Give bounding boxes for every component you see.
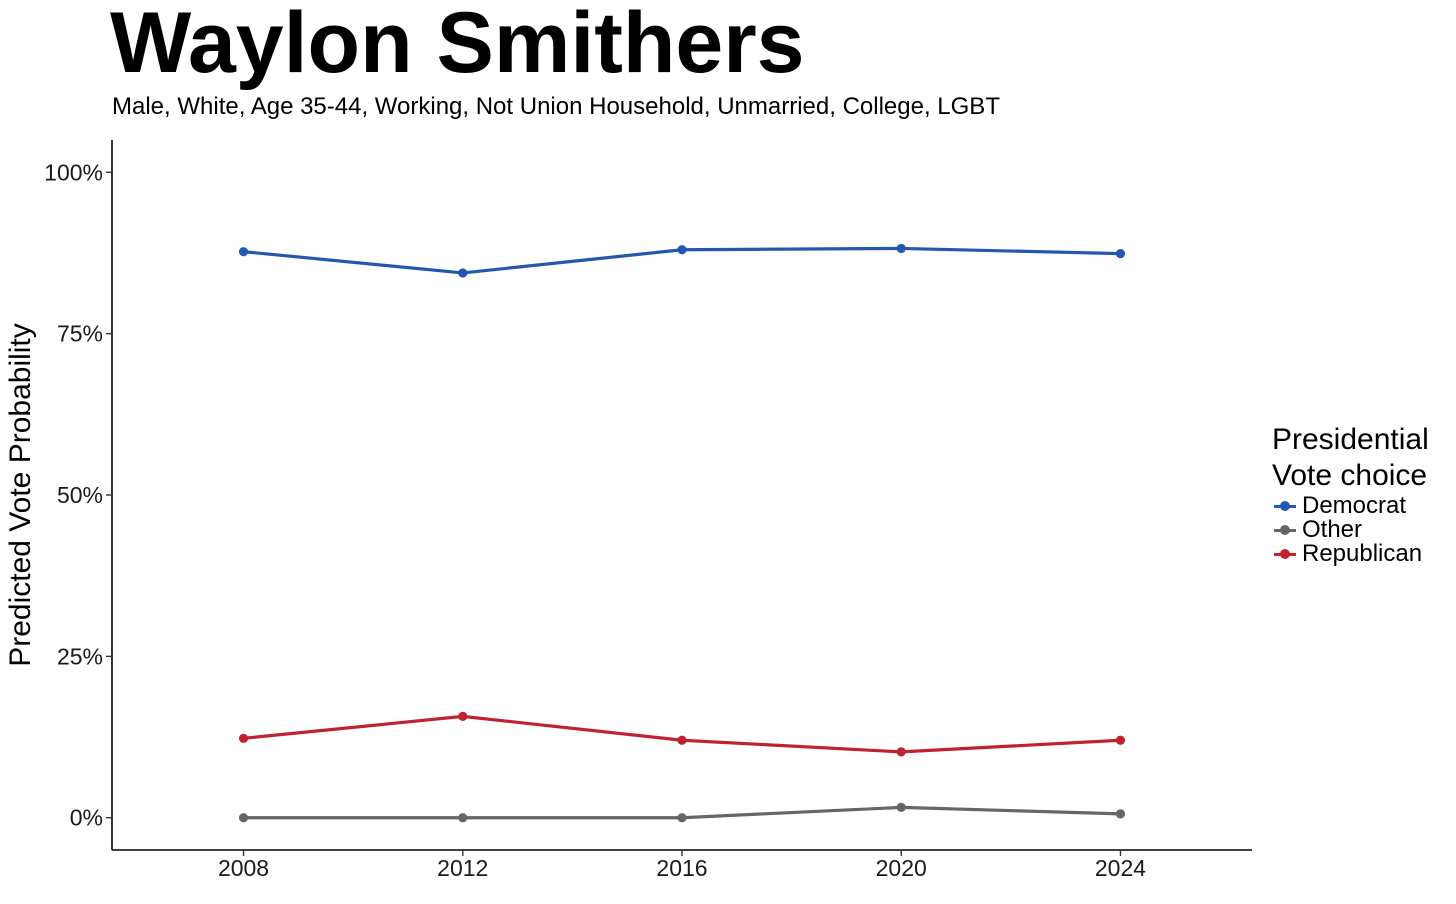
y-axis-label: Predicted Vote Probability — [4, 323, 37, 667]
democrat-point — [677, 245, 687, 255]
y-tick-label: 50% — [57, 482, 103, 508]
y-tick-label: 25% — [57, 643, 103, 669]
legend-key-democrat — [1272, 496, 1298, 516]
series-republican — [238, 711, 1126, 757]
legend-key-republican — [1272, 544, 1298, 564]
series-democrat — [238, 243, 1126, 278]
chart-title: Waylon Smithers — [110, 0, 805, 91]
republican-point — [896, 747, 906, 757]
y-tick-label: 0% — [70, 805, 103, 831]
legend-item-republican: Republican — [1272, 542, 1429, 566]
x-tick-label: 2008 — [218, 855, 269, 881]
legend-label-republican: Republican — [1302, 540, 1423, 567]
legend-title-line-1: Presidential — [1272, 423, 1429, 456]
legend-items: Democrat Other Republican — [1272, 494, 1429, 566]
democrat-point — [238, 247, 249, 257]
other-point — [1115, 809, 1126, 819]
legend-key-other — [1272, 520, 1298, 540]
x-axis-ticks: 2008 2012 2016 2020 2024 — [218, 850, 1146, 881]
republican-point — [458, 711, 468, 721]
legend-item-democrat: Democrat — [1272, 494, 1429, 518]
legend-item-other: Other — [1272, 518, 1429, 542]
y-tick-label: 100% — [44, 159, 103, 185]
republican-point — [238, 733, 249, 743]
other-point — [677, 813, 687, 823]
x-tick-label: 2020 — [876, 855, 927, 881]
legend-label-other: Other — [1302, 516, 1363, 543]
x-tick-label: 2012 — [437, 855, 488, 881]
other-point — [458, 813, 468, 823]
y-tick-label: 75% — [57, 321, 103, 347]
x-tick-label: 2024 — [1095, 855, 1146, 881]
republican-point — [677, 735, 687, 745]
other-point — [238, 813, 249, 823]
democrat-point — [1115, 249, 1126, 259]
republican-point — [1115, 735, 1126, 745]
chart-subtitle: Male, White, Age 35-44, Working, Not Uni… — [112, 93, 1000, 120]
y-axis-ticks: 0% 25% 50% 75% 100% — [44, 159, 112, 831]
series-layer — [238, 243, 1126, 823]
legend-label-democrat: Democrat — [1302, 492, 1407, 519]
democrat-point — [458, 268, 468, 278]
legend-title-line-2: Vote choice — [1272, 459, 1428, 492]
x-tick-label: 2016 — [656, 855, 707, 881]
democrat-point — [896, 243, 906, 254]
series-other — [238, 802, 1126, 823]
republican-line — [241, 714, 1123, 754]
legend: Presidential Vote choice Democrat Other Re… — [1272, 422, 1429, 566]
other-point — [896, 802, 906, 813]
